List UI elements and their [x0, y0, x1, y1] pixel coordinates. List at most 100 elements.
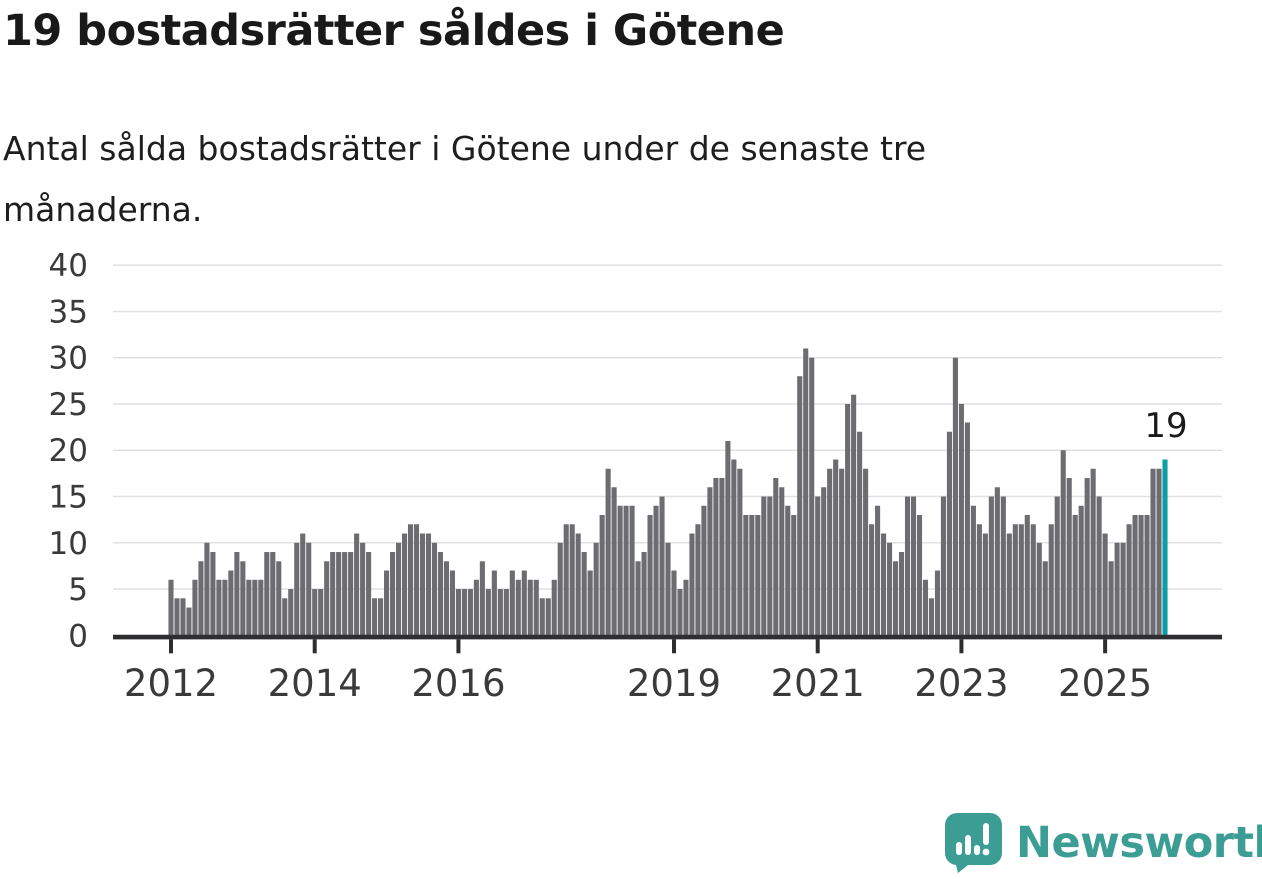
bar [821, 487, 827, 636]
bar [988, 496, 994, 636]
bar [372, 598, 378, 636]
bar [318, 589, 324, 636]
bar [234, 552, 240, 636]
bar [407, 524, 414, 636]
bar [653, 505, 659, 636]
bar [881, 533, 887, 636]
bar [240, 561, 246, 636]
bar [1048, 524, 1054, 636]
bar [737, 468, 743, 636]
y-axis-tick-label: 40 [49, 248, 88, 284]
bar [1078, 505, 1084, 636]
bar [1072, 515, 1078, 636]
bar [797, 376, 803, 636]
bar [455, 589, 461, 636]
bar [390, 552, 396, 636]
bar [575, 533, 581, 636]
bar [785, 505, 791, 636]
bar [1150, 468, 1156, 636]
x-axis-tick-label: 2012 [124, 662, 218, 705]
bar [503, 589, 509, 636]
bar [665, 542, 671, 636]
bar [485, 589, 491, 636]
y-axis-tick-label: 30 [49, 341, 88, 377]
bar [545, 598, 551, 636]
bar [431, 542, 438, 636]
bar [617, 505, 623, 636]
y-axis-tick-label: 5 [68, 572, 88, 608]
bar [761, 496, 767, 636]
bar [803, 348, 809, 636]
bar [851, 394, 857, 636]
bar [1138, 515, 1144, 636]
bar [330, 552, 336, 636]
bar [839, 468, 845, 636]
bar [887, 542, 893, 636]
bar [479, 561, 485, 636]
bar [635, 561, 641, 636]
bar [551, 579, 557, 636]
x-axis-tick-label: 2014 [268, 662, 362, 705]
bar [491, 570, 497, 636]
bar [288, 589, 294, 636]
bar [198, 561, 204, 636]
bar [1060, 450, 1066, 636]
bar [964, 422, 970, 636]
bar [216, 579, 222, 636]
bar [713, 477, 719, 636]
bar [922, 579, 929, 636]
bar [557, 542, 563, 636]
bar [581, 552, 587, 636]
bar [246, 579, 252, 636]
bar [324, 561, 330, 636]
bar [437, 552, 444, 636]
bar [982, 533, 988, 636]
bar [222, 579, 228, 636]
bar [443, 561, 449, 636]
bar [1066, 477, 1072, 636]
newsworthy-logo: Newsworthy [944, 812, 1262, 874]
bar [970, 505, 976, 636]
bar [569, 524, 575, 636]
bar [623, 505, 629, 636]
bar [958, 403, 964, 636]
bar [419, 533, 426, 636]
bar [186, 607, 192, 636]
bar [300, 533, 306, 636]
bar [210, 552, 216, 636]
bar [276, 561, 282, 636]
bar [629, 505, 635, 636]
bar [252, 579, 258, 636]
bar [701, 505, 707, 636]
bar [910, 496, 917, 636]
bar [1102, 533, 1108, 636]
bar [228, 570, 234, 636]
bar [306, 542, 312, 636]
newsworthy-logo-text: Newsworthy [1016, 818, 1262, 868]
bar [857, 431, 863, 636]
bar [689, 533, 695, 636]
chart-subtitle: Antal sålda bostadsrätter i Götene under… [3, 129, 927, 229]
bar [928, 598, 935, 636]
bar [360, 542, 366, 636]
bar [677, 589, 683, 636]
bar [515, 579, 521, 636]
bar [1132, 515, 1138, 636]
bar [809, 357, 815, 636]
bar [599, 515, 605, 636]
bar [354, 533, 360, 636]
bar [833, 459, 839, 636]
x-axis-tick-label: 2021 [771, 662, 865, 705]
bar [467, 589, 473, 636]
bar [533, 579, 539, 636]
bar [863, 468, 869, 636]
bar [683, 579, 689, 636]
bar [378, 598, 384, 636]
bar [342, 552, 348, 636]
bar [413, 524, 420, 636]
bar [336, 552, 342, 636]
bar [593, 542, 599, 636]
bar [425, 533, 432, 636]
bar [1006, 533, 1012, 636]
